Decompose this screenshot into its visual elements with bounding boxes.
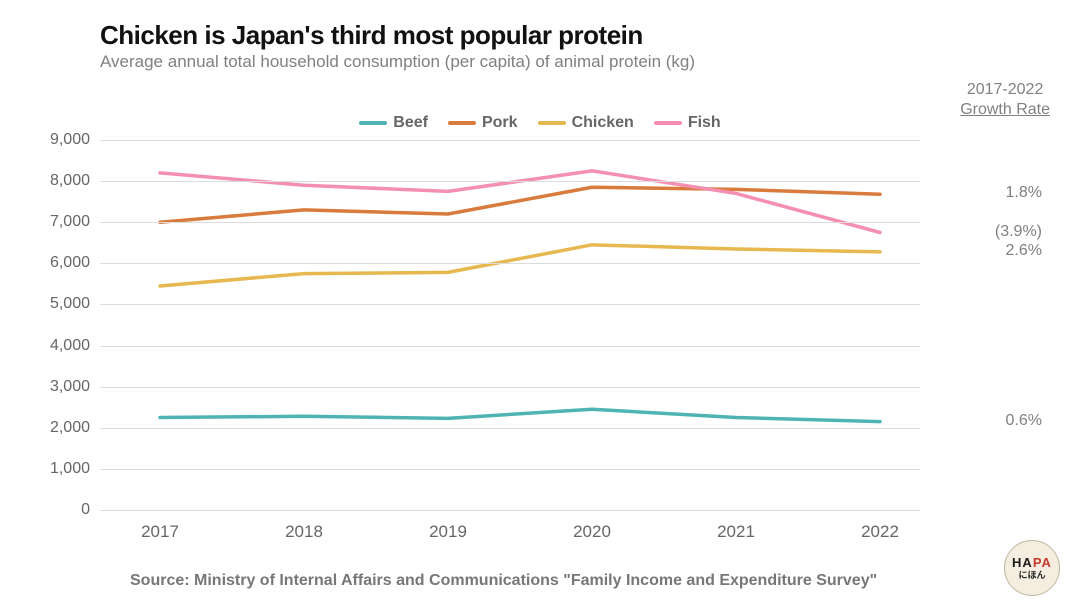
y-axis-label: 1,000 xyxy=(50,460,90,478)
y-axis-label: 2,000 xyxy=(50,419,90,437)
y-axis-label: 7,000 xyxy=(50,213,90,231)
legend-swatch xyxy=(359,121,387,125)
growth-rate-label-beef: 0.6% xyxy=(1006,412,1042,430)
chart-title: Chicken is Japan's third most popular pr… xyxy=(100,20,643,51)
x-axis-label: 2020 xyxy=(573,522,611,542)
growth-rate-label-pork: 1.8% xyxy=(1006,184,1042,202)
gridline xyxy=(100,222,920,223)
legend-label: Fish xyxy=(688,114,721,132)
y-axis-label: 8,000 xyxy=(50,172,90,190)
y-axis-label: 9,000 xyxy=(50,131,90,149)
x-axis-label: 2018 xyxy=(285,522,323,542)
gridline xyxy=(100,263,920,264)
gridline xyxy=(100,140,920,141)
y-axis-label: 0 xyxy=(81,501,90,519)
gridline xyxy=(100,346,920,347)
legend-swatch xyxy=(654,121,682,125)
logo-top: HAPA xyxy=(1012,556,1052,569)
y-axis-label: 6,000 xyxy=(50,254,90,272)
gridline xyxy=(100,181,920,182)
series-line-beef xyxy=(160,409,880,421)
growth-rate-label-chicken: 2.6% xyxy=(1006,242,1042,260)
series-line-chicken xyxy=(160,245,880,286)
gridline xyxy=(100,510,920,511)
x-axis-label: 2019 xyxy=(429,522,467,542)
y-axis-label: 3,000 xyxy=(50,378,90,396)
y-axis-label: 5,000 xyxy=(50,295,90,313)
gridline xyxy=(100,387,920,388)
gridline xyxy=(100,304,920,305)
legend-swatch xyxy=(448,121,476,125)
x-axis-label: 2022 xyxy=(861,522,899,542)
chart-container: Chicken is Japan's third most popular pr… xyxy=(0,0,1080,608)
legend-item-chicken: Chicken xyxy=(538,114,634,132)
gridline xyxy=(100,469,920,470)
legend-item-pork: Pork xyxy=(448,114,518,132)
growth-header-years: 2017-2022 xyxy=(960,80,1050,100)
logo-bottom: にほん xyxy=(1018,571,1045,580)
legend-item-beef: Beef xyxy=(359,114,428,132)
source-citation: Source: Ministry of Internal Affairs and… xyxy=(130,572,877,590)
legend-label: Pork xyxy=(482,114,518,132)
legend-swatch xyxy=(538,121,566,125)
legend-label: Chicken xyxy=(572,114,634,132)
x-axis-label: 2017 xyxy=(141,522,179,542)
line-chart-svg xyxy=(100,140,920,510)
gridline xyxy=(100,428,920,429)
x-axis-label: 2021 xyxy=(717,522,755,542)
growth-rate-label-fish: (3.9%) xyxy=(995,223,1042,241)
legend-label: Beef xyxy=(393,114,428,132)
legend: Beef Pork Chicken Fish xyxy=(0,112,1080,132)
logo-text-pa: PA xyxy=(1033,555,1052,570)
logo-text-ha: HA xyxy=(1012,555,1033,570)
chart-subtitle: Average annual total household consumpti… xyxy=(100,52,695,72)
y-axis-label: 4,000 xyxy=(50,337,90,355)
brand-logo: HAPA にほん xyxy=(1004,540,1060,596)
legend-item-fish: Fish xyxy=(654,114,721,132)
plot-area: 01,0002,0003,0004,0005,0006,0007,0008,00… xyxy=(100,140,920,510)
